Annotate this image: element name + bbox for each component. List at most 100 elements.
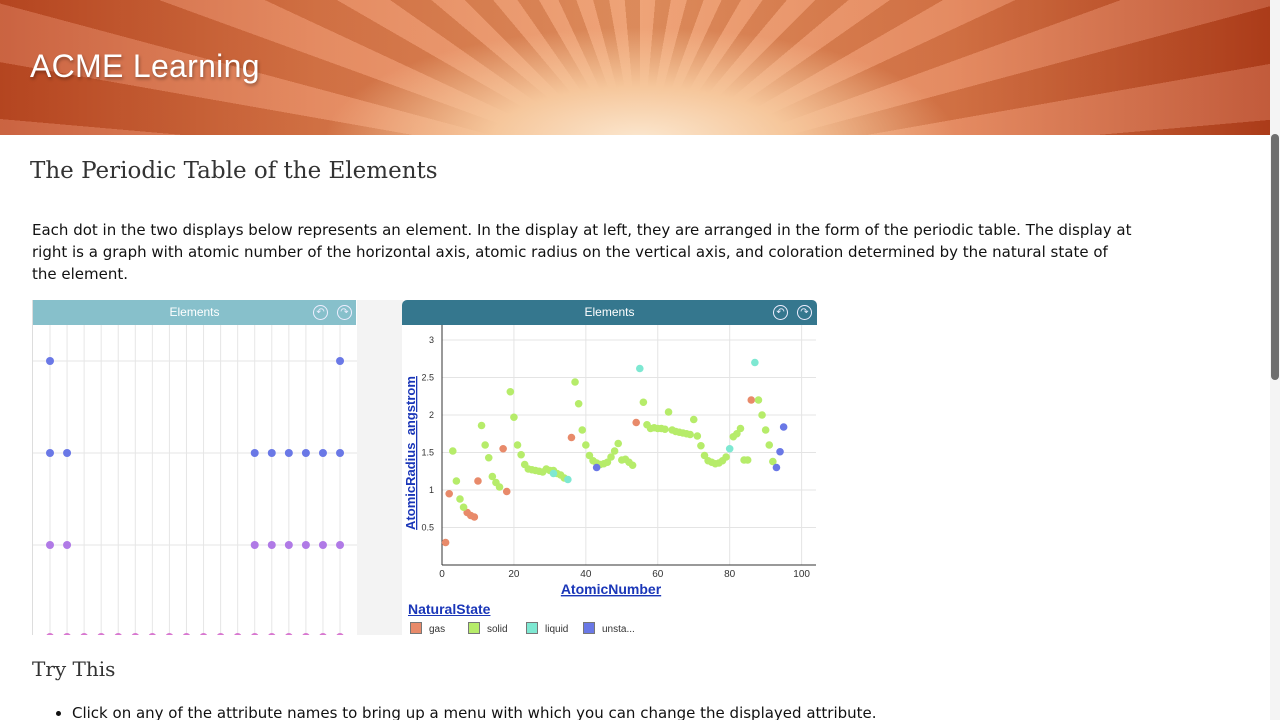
- element-dot[interactable]: [267, 541, 276, 549]
- data-point-unstable[interactable]: [779, 423, 788, 431]
- data-point-solid[interactable]: [459, 503, 468, 512]
- data-point-solid[interactable]: [495, 483, 504, 491]
- element-dot[interactable]: [46, 449, 54, 457]
- element-dot[interactable]: [284, 541, 293, 549]
- element-dot[interactable]: [46, 541, 54, 549]
- data-point-solid[interactable]: [571, 378, 579, 386]
- data-point-gas[interactable]: [441, 538, 450, 547]
- element-dot[interactable]: [131, 633, 139, 635]
- data-point-solid[interactable]: [697, 441, 705, 450]
- data-point-solid[interactable]: [661, 425, 669, 434]
- brand-logo-text[interactable]: ACME Learning: [30, 48, 260, 84]
- element-dot[interactable]: [148, 633, 156, 635]
- data-point-gas[interactable]: [632, 418, 640, 427]
- data-point-gas[interactable]: [445, 489, 453, 498]
- element-dot[interactable]: [268, 633, 276, 635]
- element-dot[interactable]: [63, 541, 72, 549]
- data-point-solid[interactable]: [452, 477, 461, 485]
- element-dot[interactable]: [250, 541, 259, 549]
- data-point-gas[interactable]: [747, 396, 756, 404]
- element-dot[interactable]: [267, 449, 276, 457]
- element-dot[interactable]: [285, 633, 293, 635]
- data-point-liquid[interactable]: [549, 469, 558, 478]
- redo-icon[interactable]: ↷: [337, 305, 352, 320]
- periodic-panel-header[interactable]: Elements ↶ ↷: [33, 300, 356, 325]
- element-dot[interactable]: [318, 541, 327, 549]
- data-point-solid[interactable]: [456, 495, 464, 503]
- periodic-table-plot[interactable]: [33, 325, 357, 635]
- y-axis-label[interactable]: AtomicRadius_angstrom: [403, 376, 418, 530]
- data-point-solid[interactable]: [517, 450, 525, 459]
- element-dot[interactable]: [234, 633, 242, 635]
- element-dot[interactable]: [63, 633, 71, 635]
- data-point-gas[interactable]: [470, 513, 479, 521]
- element-dot[interactable]: [217, 633, 225, 635]
- data-point-solid[interactable]: [769, 457, 777, 466]
- data-point-unstable[interactable]: [592, 463, 601, 472]
- element-dot[interactable]: [97, 633, 105, 635]
- data-point-solid[interactable]: [488, 472, 497, 481]
- data-point-solid[interactable]: [574, 399, 583, 408]
- data-point-solid[interactable]: [610, 447, 619, 455]
- data-point-gas[interactable]: [502, 487, 511, 496]
- periodic-table-panel[interactable]: Elements ↶ ↷: [32, 300, 357, 635]
- data-point-solid[interactable]: [607, 453, 615, 461]
- data-point-solid[interactable]: [765, 441, 774, 449]
- redo-icon[interactable]: ↷: [797, 305, 812, 320]
- data-point-solid[interactable]: [736, 424, 745, 433]
- data-point-solid[interactable]: [481, 441, 489, 449]
- data-point-solid[interactable]: [448, 447, 457, 455]
- element-dot[interactable]: [284, 449, 293, 457]
- element-dot[interactable]: [336, 449, 345, 457]
- data-point-solid[interactable]: [477, 421, 486, 430]
- chart-panel-header[interactable]: Elements ↶ ↷: [402, 300, 817, 325]
- data-point-liquid[interactable]: [751, 358, 759, 367]
- undo-icon[interactable]: ↶: [773, 305, 788, 320]
- data-point-solid[interactable]: [578, 426, 587, 434]
- element-dot[interactable]: [46, 357, 54, 365]
- data-point-solid[interactable]: [614, 439, 623, 448]
- data-point-unstable[interactable]: [776, 447, 784, 456]
- data-point-solid[interactable]: [689, 415, 698, 424]
- element-dot[interactable]: [301, 449, 310, 457]
- data-point-solid[interactable]: [664, 408, 673, 416]
- data-point-solid[interactable]: [639, 398, 648, 407]
- data-point-liquid[interactable]: [725, 444, 734, 453]
- element-dot[interactable]: [336, 633, 344, 635]
- element-dot[interactable]: [200, 633, 208, 635]
- data-point-solid[interactable]: [582, 441, 590, 449]
- data-point-solid[interactable]: [513, 441, 522, 449]
- data-point-solid[interactable]: [484, 453, 493, 462]
- element-dot[interactable]: [80, 633, 88, 635]
- data-point-solid[interactable]: [754, 396, 763, 404]
- element-dot[interactable]: [182, 633, 190, 635]
- element-dot[interactable]: [318, 449, 327, 457]
- element-dot[interactable]: [336, 541, 345, 549]
- element-dot[interactable]: [165, 633, 173, 635]
- element-dot[interactable]: [250, 449, 259, 457]
- atomic-radius-chart-panel[interactable]: Elements ↶ ↷ 0 20 40 60 80 100 0.5 1 1.5 2 2.5 3 Ato…: [402, 300, 817, 635]
- data-point-gas[interactable]: [474, 477, 482, 485]
- element-dot[interactable]: [46, 633, 54, 635]
- data-point-solid[interactable]: [758, 411, 766, 419]
- data-point-solid[interactable]: [686, 430, 694, 439]
- scatter-plot[interactable]: 0 20 40 60 80 100 0.5 1 1.5 2 2.5 3 AtomicNumber Atom…: [402, 325, 817, 635]
- page-scrollbar-thumb[interactable]: [1271, 134, 1279, 380]
- data-point-gas[interactable]: [567, 433, 576, 442]
- data-point-solid[interactable]: [628, 461, 637, 470]
- data-point-solid[interactable]: [743, 456, 752, 464]
- element-dot[interactable]: [302, 633, 310, 635]
- data-point-unstable[interactable]: [772, 463, 781, 472]
- data-point-solid[interactable]: [761, 426, 770, 434]
- element-dot[interactable]: [114, 633, 122, 635]
- element-dot[interactable]: [319, 633, 327, 635]
- data-point-solid[interactable]: [693, 432, 702, 440]
- legend-attribute-name[interactable]: NaturalState: [408, 601, 491, 617]
- data-point-solid[interactable]: [506, 387, 515, 396]
- element-dot[interactable]: [251, 633, 259, 635]
- element-dot[interactable]: [63, 449, 72, 457]
- element-dot[interactable]: [336, 357, 345, 365]
- x-axis-label[interactable]: AtomicNumber: [561, 581, 662, 597]
- undo-icon[interactable]: ↶: [313, 305, 328, 320]
- data-point-gas[interactable]: [499, 444, 507, 453]
